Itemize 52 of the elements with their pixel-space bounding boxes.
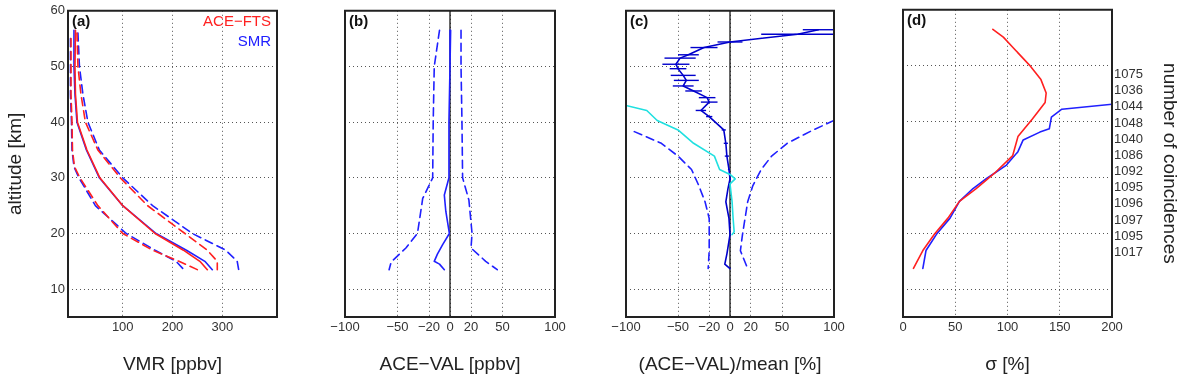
x-tick-label: 200 [161, 319, 184, 335]
y-tick-label: 40 [50, 113, 65, 129]
x-tick-label: 50 [495, 319, 510, 335]
x-tick-label: −100 [330, 319, 360, 335]
y-axis-title: altitude [km] [3, 112, 25, 216]
x-tick-label: 100 [544, 319, 566, 335]
text: SMR [237, 32, 272, 50]
x-tick-label: 150 [1048, 319, 1071, 335]
x-tick-label: 100 [823, 319, 845, 335]
category-label: 1095 [1114, 179, 1143, 195]
x-tick-label: −50 [386, 319, 409, 335]
x-tick-label: 50 [774, 319, 790, 335]
y2-axis-title: number of coincidences [1160, 63, 1181, 264]
category-label: 1048 [1114, 114, 1143, 130]
x-tick-label: 0 [899, 319, 907, 335]
x-tick-label: 20 [743, 319, 759, 335]
x-tick-label: 100 [996, 319, 1019, 335]
x-tick-label: 100 [111, 319, 134, 335]
category-label: 1040 [1114, 130, 1143, 146]
y-tick-label: 60 [50, 2, 65, 18]
x-axis-title: (ACE−VAL)/mean [%] [638, 352, 822, 374]
x-tick-label: 0 [726, 319, 734, 335]
category-label: 1075 [1114, 66, 1143, 82]
annotation: (d) [907, 11, 927, 29]
category-label: 1095 [1114, 227, 1143, 243]
category-label: 1097 [1114, 211, 1143, 227]
category-label: 1017 [1114, 243, 1143, 259]
x-tick-label: 20 [463, 319, 479, 335]
annotation: (b) [349, 12, 369, 30]
y-tick-label: 10 [50, 280, 65, 296]
x-tick-label: 50 [948, 319, 963, 335]
annotation: (c) [630, 12, 649, 30]
x-tick-label: −20 [417, 319, 441, 335]
y-tick-label: 30 [50, 169, 65, 185]
x-tick-label: 200 [1101, 319, 1123, 335]
x-tick-label: 300 [211, 319, 234, 335]
x-tick-label: −100 [611, 319, 641, 335]
x-tick-label: −20 [698, 319, 721, 335]
category-label: 1044 [1114, 98, 1143, 114]
annotation: (a) [72, 12, 91, 30]
text: ACE−FTS [203, 12, 271, 30]
x-axis-title: σ [%] [985, 352, 1030, 374]
x-axis-title: ACE−VAL [ppbv] [379, 352, 521, 374]
x-tick-label: 0 [446, 319, 454, 335]
x-tick-label: −50 [666, 319, 690, 335]
category-label: 1086 [1114, 146, 1143, 162]
x-axis-title: VMR [ppbv] [122, 352, 223, 374]
category-label: 1036 [1114, 82, 1143, 98]
y-tick-label: 20 [50, 225, 65, 241]
category-label: 1092 [1114, 163, 1143, 179]
y-tick-label: 50 [50, 58, 65, 74]
category-label: 1096 [1114, 195, 1143, 211]
